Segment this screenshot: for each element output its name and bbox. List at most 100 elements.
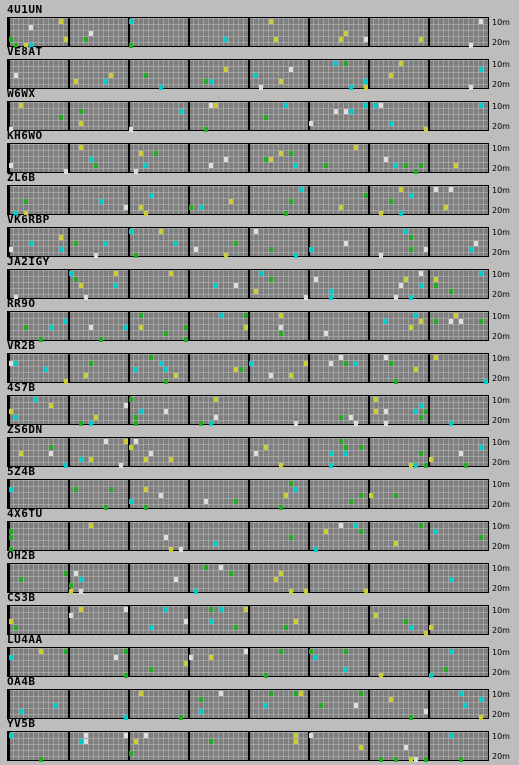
signal-cell bbox=[344, 445, 348, 450]
signal-cell bbox=[199, 421, 203, 426]
signal-cell bbox=[269, 247, 273, 252]
signal-cell bbox=[344, 667, 348, 672]
signal-cell bbox=[129, 43, 133, 48]
signal-cell bbox=[169, 547, 173, 552]
station-row: 4X6TU 10m 20m bbox=[0, 507, 519, 552]
signal-cell bbox=[204, 499, 208, 504]
signal-cell bbox=[69, 583, 73, 588]
signal-cell bbox=[134, 739, 138, 744]
signal-cell bbox=[124, 403, 128, 408]
station-callsign: KH6WO bbox=[7, 129, 43, 142]
signal-cell bbox=[409, 715, 413, 720]
band-label-20m: 20m bbox=[492, 416, 510, 425]
signal-cell bbox=[414, 313, 418, 318]
signal-cell bbox=[124, 439, 128, 444]
signal-cell bbox=[254, 229, 258, 234]
signal-cell bbox=[374, 103, 378, 108]
signal-cell bbox=[344, 649, 348, 654]
signal-cell bbox=[294, 487, 298, 492]
signal-cell bbox=[424, 127, 428, 132]
signal-cell bbox=[14, 295, 18, 300]
signal-cell bbox=[9, 247, 13, 252]
signal-cell bbox=[424, 247, 428, 252]
band-label-10m: 10m bbox=[492, 564, 510, 573]
signal-cell bbox=[9, 163, 13, 168]
signal-cell bbox=[339, 205, 343, 210]
signal-cell bbox=[304, 295, 308, 300]
station-callsign: VK6RBP bbox=[7, 213, 50, 226]
signal-cell bbox=[384, 355, 388, 360]
signal-cell bbox=[409, 625, 413, 630]
signal-cell bbox=[329, 361, 333, 366]
signal-cell bbox=[89, 361, 93, 366]
signal-cell bbox=[379, 757, 383, 762]
signal-cell bbox=[479, 715, 483, 720]
signal-cell bbox=[164, 607, 168, 612]
band-label-20m: 20m bbox=[492, 710, 510, 719]
signal-cell bbox=[19, 709, 23, 714]
signal-cell bbox=[284, 211, 288, 216]
station-row: 4U1UN 10m 20m bbox=[0, 3, 519, 48]
signal-cell bbox=[279, 571, 283, 576]
signal-cell bbox=[304, 589, 308, 594]
signal-cell bbox=[389, 697, 393, 702]
signal-cell bbox=[354, 523, 358, 528]
signal-cell bbox=[124, 673, 128, 678]
signal-cell bbox=[254, 451, 258, 456]
signal-cell bbox=[449, 289, 453, 294]
station-callsign: ZL6B bbox=[7, 171, 36, 184]
signal-cell bbox=[374, 613, 378, 618]
signal-cell bbox=[484, 379, 488, 384]
signal-cell bbox=[64, 649, 68, 654]
signal-cell bbox=[264, 673, 268, 678]
signal-cell bbox=[479, 67, 483, 72]
propagation-grid bbox=[7, 59, 489, 90]
signal-cell bbox=[339, 439, 343, 444]
station-callsign: JA2IGY bbox=[7, 255, 50, 268]
signal-cell bbox=[214, 415, 218, 420]
signal-cell bbox=[144, 211, 148, 216]
band-label-10m: 10m bbox=[492, 732, 510, 741]
signal-cell bbox=[364, 589, 368, 594]
signal-cell bbox=[289, 151, 293, 156]
signal-cell bbox=[384, 409, 388, 414]
signal-cell bbox=[309, 247, 313, 252]
signal-cell bbox=[109, 487, 113, 492]
signal-cell bbox=[289, 199, 293, 204]
signal-cell bbox=[94, 253, 98, 258]
signal-cell bbox=[89, 421, 93, 426]
signal-cell bbox=[409, 463, 413, 468]
signal-cell bbox=[9, 361, 13, 366]
signal-cell bbox=[14, 625, 18, 630]
signal-cell bbox=[354, 703, 358, 708]
propagation-grid bbox=[7, 143, 489, 174]
signal-cell bbox=[264, 115, 268, 120]
propagation-grid bbox=[7, 731, 489, 762]
signal-cell bbox=[274, 577, 278, 582]
signal-cell bbox=[204, 79, 208, 84]
band-label-10m: 10m bbox=[492, 648, 510, 657]
signal-cell bbox=[254, 73, 258, 78]
station-row: KH6WO 10m 20m bbox=[0, 129, 519, 174]
signal-cell bbox=[294, 739, 298, 744]
signal-cell bbox=[349, 415, 353, 420]
signal-cell bbox=[14, 415, 18, 420]
signal-cell bbox=[429, 457, 433, 462]
signal-cell bbox=[464, 703, 468, 708]
signal-cell bbox=[69, 589, 73, 594]
signal-cell bbox=[9, 529, 13, 534]
signal-cell bbox=[84, 733, 88, 738]
band-label-20m: 20m bbox=[492, 542, 510, 551]
signal-cell bbox=[209, 421, 213, 426]
signal-cell bbox=[174, 373, 178, 378]
station-callsign: YV5B bbox=[7, 717, 36, 730]
station-row: ZL6B 10m 20m bbox=[0, 171, 519, 216]
band-label-10m: 10m bbox=[492, 144, 510, 153]
signal-cell bbox=[14, 73, 18, 78]
signal-cell bbox=[414, 409, 418, 414]
signal-cell bbox=[234, 367, 238, 372]
signal-cell bbox=[409, 235, 413, 240]
signal-cell bbox=[84, 295, 88, 300]
signal-cell bbox=[359, 529, 363, 534]
band-label-20m: 20m bbox=[492, 332, 510, 341]
